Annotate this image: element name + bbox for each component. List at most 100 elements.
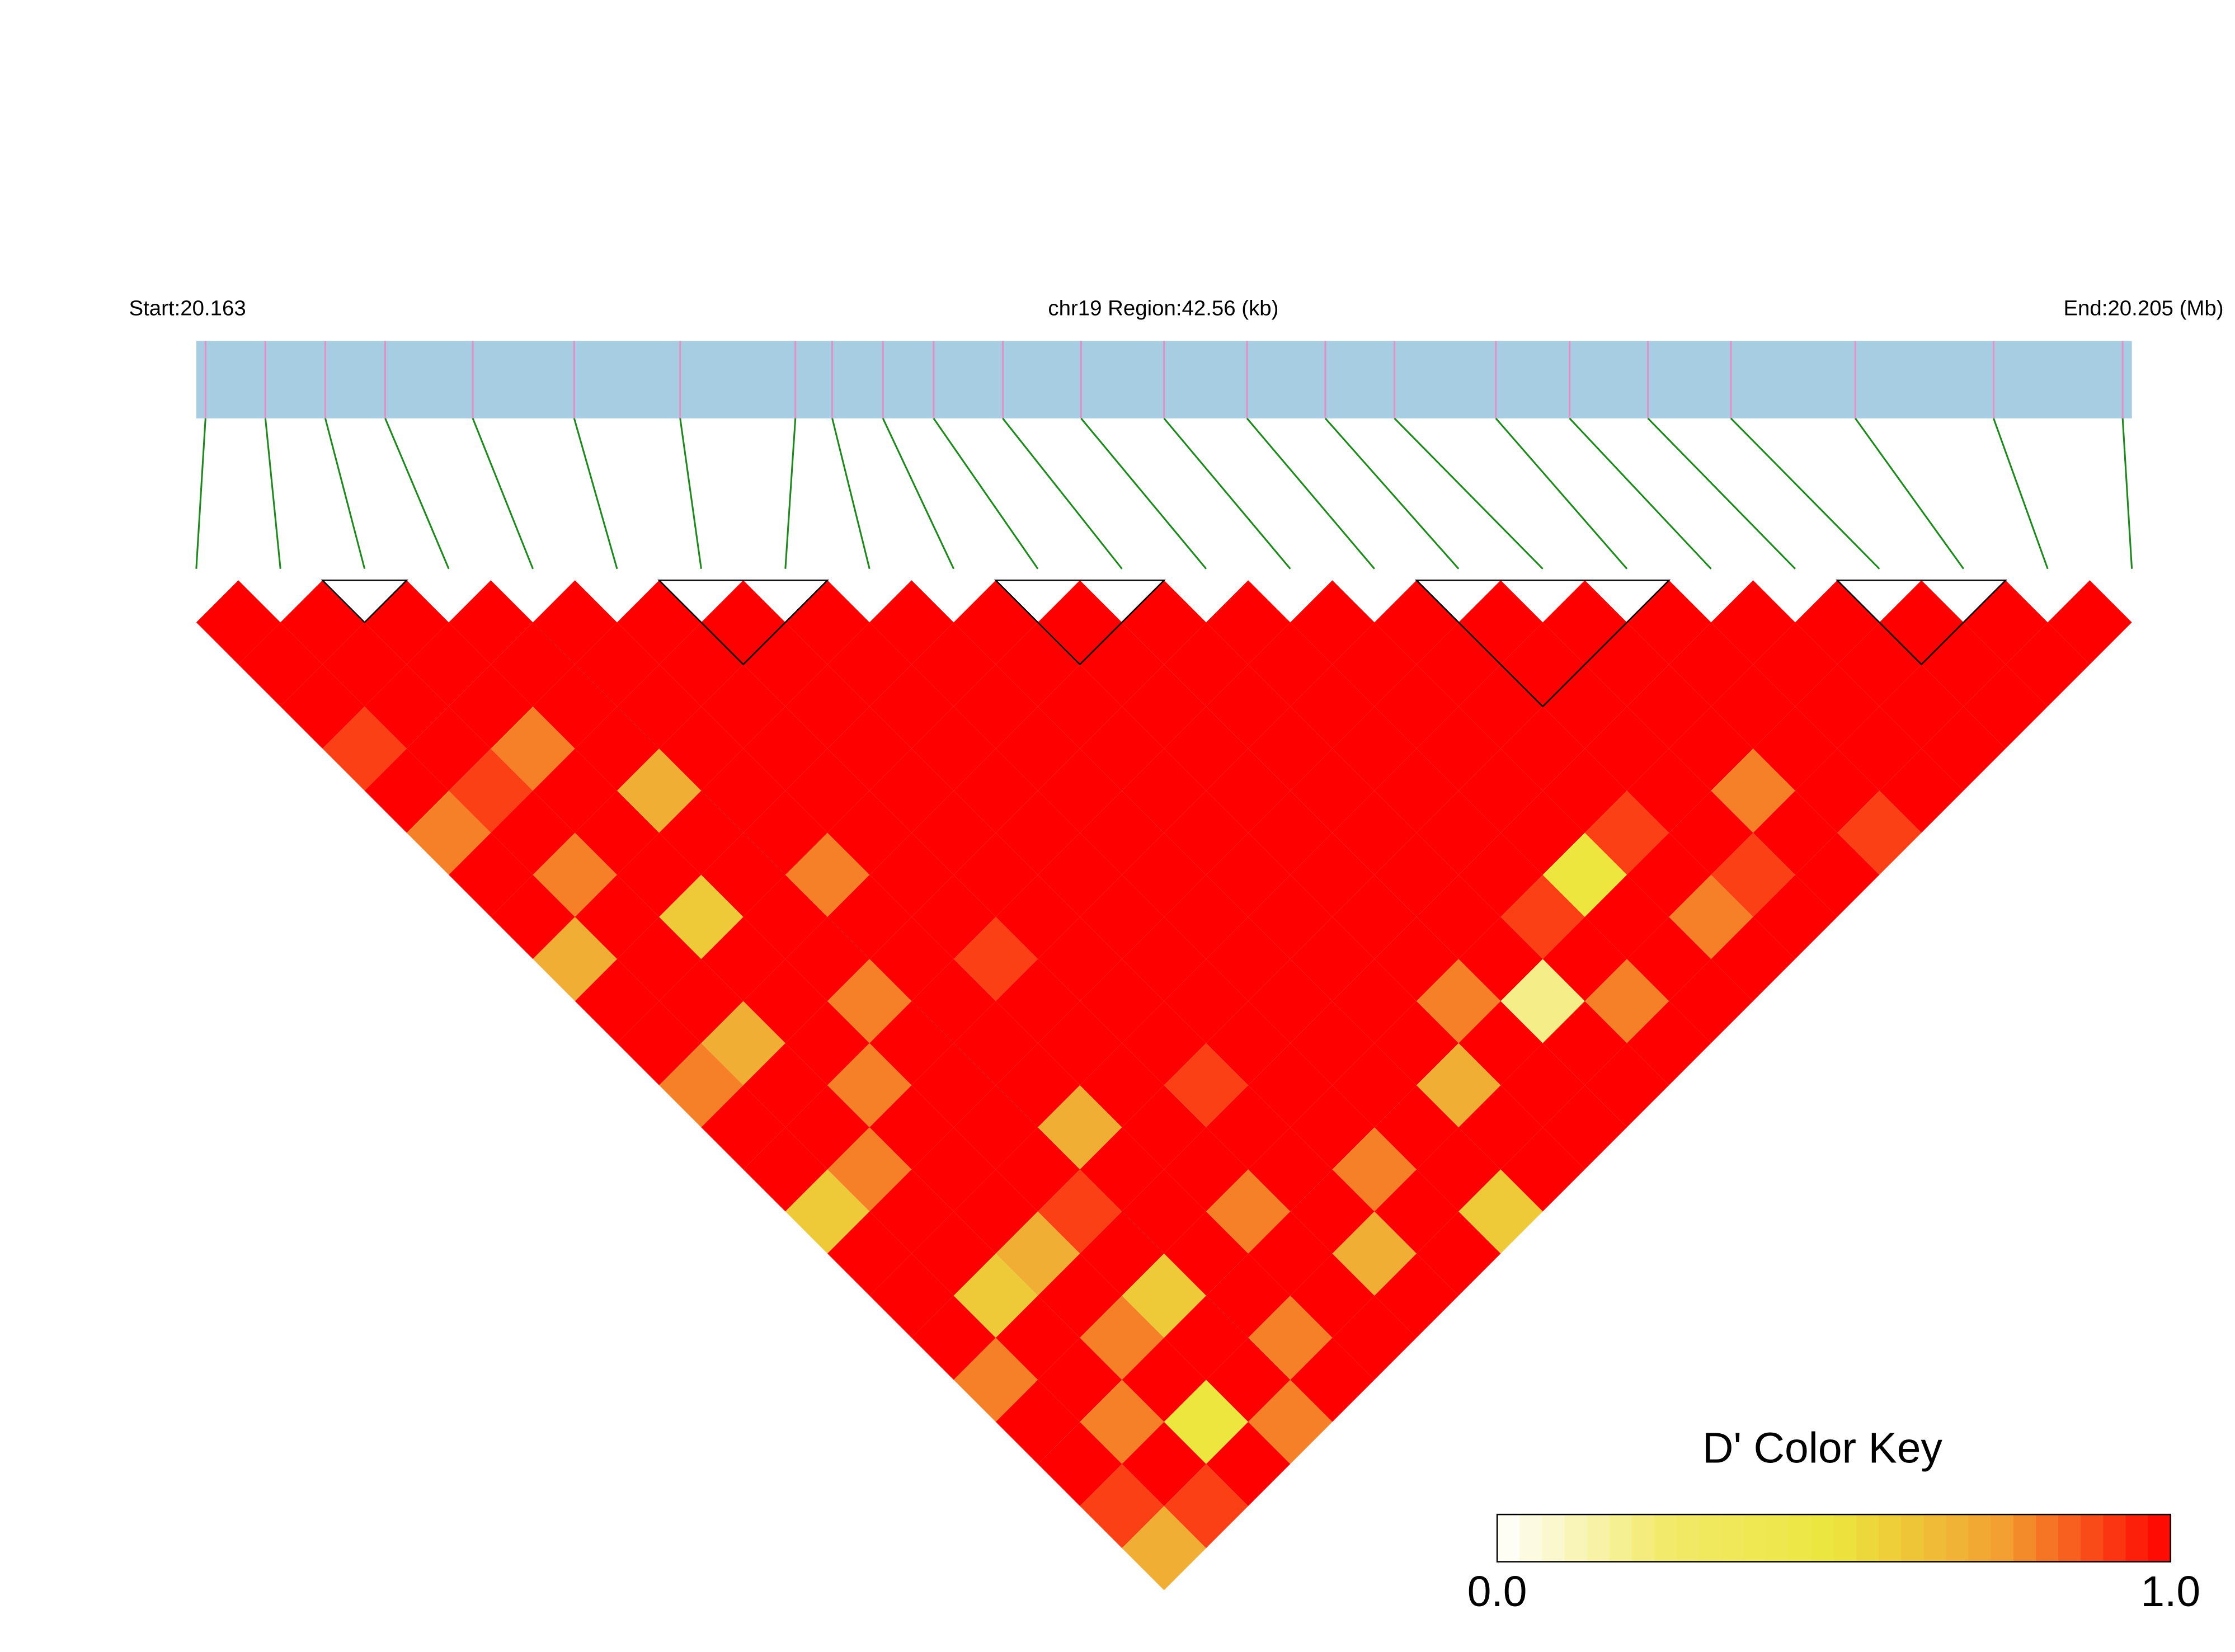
ld-cell <box>1669 706 1753 791</box>
snp-connector <box>384 418 450 570</box>
ld-cell <box>1374 580 1459 665</box>
ld-cell <box>449 832 533 917</box>
colorkey-step <box>1833 1514 1857 1562</box>
ld-cell <box>575 874 660 959</box>
ld-block <box>994 579 1166 666</box>
snp-connector <box>933 417 1039 570</box>
colorkey-frame <box>1496 1513 2172 1562</box>
ld-cell <box>1711 749 1795 833</box>
ld-cell <box>322 706 407 791</box>
ld-cell <box>533 832 617 917</box>
ld-cell <box>1837 790 1922 875</box>
start-label: Start:20.163 <box>129 296 246 320</box>
colorkey-step <box>2058 1514 2082 1562</box>
ld-cell <box>575 790 660 875</box>
ld-block <box>1414 579 1671 708</box>
snp-connector <box>1163 417 1291 570</box>
ld-cell <box>743 790 828 875</box>
snp-connector <box>882 418 955 570</box>
ld-cell <box>364 580 449 665</box>
snp-connector <box>1246 417 1375 570</box>
ld-cell <box>406 706 491 791</box>
ld-cell <box>1080 1463 1164 1549</box>
ld-cell <box>238 622 323 707</box>
ld-cell <box>1290 580 1375 665</box>
snp-connector <box>264 418 281 569</box>
ld-cell <box>995 1043 1080 1128</box>
ld-cell <box>491 706 575 791</box>
ld-cell <box>575 706 660 791</box>
snp-connector <box>831 418 871 570</box>
colorkey-step <box>1564 1514 1588 1562</box>
colorkey-step <box>1609 1514 1633 1562</box>
ld-cell <box>364 664 449 749</box>
ld-cell <box>1164 1463 1249 1549</box>
colorkey-step <box>1519 1514 1543 1562</box>
ld-block <box>321 579 408 624</box>
colorkey-tick-label: 1.0 <box>2140 1568 2200 1616</box>
ld-cell <box>617 580 702 665</box>
ld-cell <box>1458 917 1543 1001</box>
region-label: chr19 Region:42.56 (kb) <box>1048 296 1278 320</box>
colorkey-step <box>1587 1514 1611 1562</box>
ld-cell <box>869 749 954 833</box>
ld-cell <box>659 959 744 1043</box>
ld-cell <box>827 1043 912 1128</box>
ld-cell <box>1458 580 1543 665</box>
colorkey-step <box>1879 1514 1902 1562</box>
snp-connector <box>1394 417 1544 570</box>
ld-cell <box>785 1001 870 1085</box>
ld-cell <box>701 1001 785 1085</box>
ld-cell <box>1542 832 1627 917</box>
snp-connector <box>1324 417 1460 570</box>
ld-cell <box>1795 832 1880 917</box>
snp-connector <box>1855 417 1965 570</box>
ld-cell <box>701 664 785 749</box>
ld-cell <box>1669 874 1753 959</box>
ld-cell <box>1038 1001 1122 1085</box>
ld-cell <box>659 874 744 959</box>
colorkey-step <box>2013 1514 2037 1562</box>
ld-cell <box>1669 790 1753 875</box>
colorkey-step <box>1946 1514 1969 1562</box>
ld-cell <box>1837 706 1922 791</box>
ld-cell <box>617 664 702 749</box>
ld-cell <box>1584 706 1669 791</box>
snp-connector <box>472 418 534 570</box>
ld-cell <box>491 790 575 875</box>
ld-cell <box>533 917 617 1001</box>
ld-cell <box>827 622 912 707</box>
ld-cell <box>869 580 954 665</box>
colorkey-step <box>1654 1514 1678 1562</box>
colorkey-step <box>1789 1514 1813 1562</box>
ld-cell <box>1711 664 1795 749</box>
ld-cell <box>659 1043 744 1128</box>
ld-cell <box>995 622 1080 707</box>
colorkey-step <box>1968 1514 1992 1562</box>
ld-cell <box>1206 749 1291 833</box>
colorkey-step <box>1497 1514 1521 1562</box>
ld-cell <box>1290 664 1375 749</box>
ld-cell <box>1164 1043 1249 1128</box>
ld-cell <box>1542 917 1627 1001</box>
colorkey-step <box>2103 1514 2126 1562</box>
snp-connector <box>1730 417 1880 570</box>
ld-cell <box>1711 832 1795 917</box>
ld-cell <box>491 874 575 959</box>
ld-cell <box>1795 664 1880 749</box>
ld-cell <box>1879 664 1964 749</box>
ld-cell <box>1038 664 1122 749</box>
ld-cell <box>785 664 870 749</box>
ld-cell <box>1795 749 1880 833</box>
ld-cell <box>1584 959 1669 1043</box>
ld-cell <box>1374 1001 1459 1085</box>
ld-cell <box>1458 1169 1543 1254</box>
ld-cell <box>1206 1422 1291 1507</box>
snp-connector <box>1002 417 1123 570</box>
snp-connector <box>1080 417 1207 570</box>
ld-cell <box>1122 1506 1206 1590</box>
colorkey-step <box>1766 1514 1790 1562</box>
colorkey-step <box>1744 1514 1767 1562</box>
colorkey-step <box>1542 1514 1565 1562</box>
